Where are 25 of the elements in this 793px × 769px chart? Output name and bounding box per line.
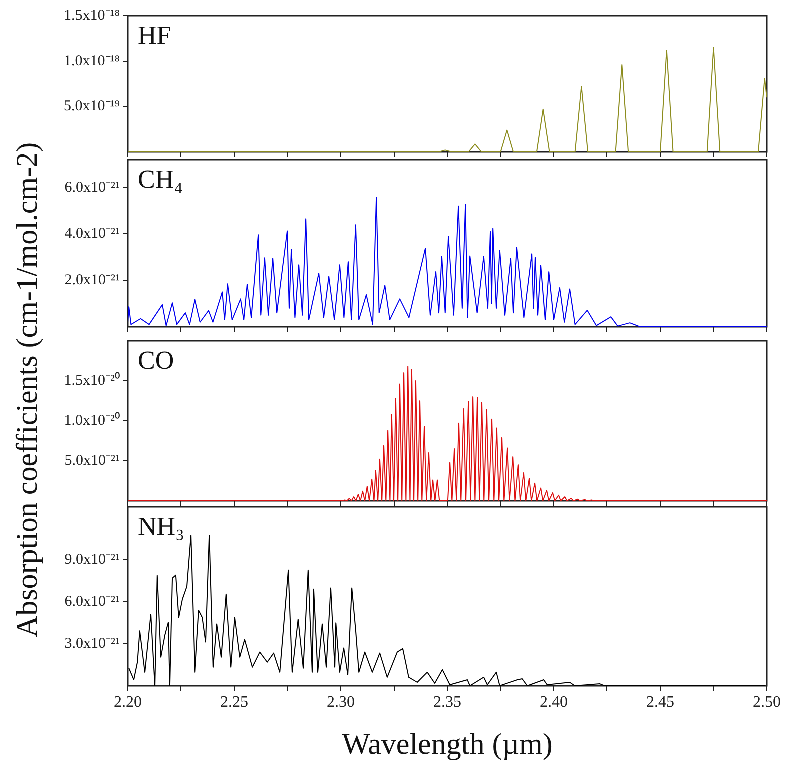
x-tick-label: 2.45 xyxy=(646,694,674,711)
chart-title: HF xyxy=(138,20,172,50)
y-tick-label: 6.0x10⁻²¹ xyxy=(64,594,120,610)
y-tick-label: 6.0x10⁻²¹ xyxy=(64,180,120,196)
y-tick-label: 2.0x10⁻²¹ xyxy=(64,272,120,289)
y-tick-label: 1.0x10⁻¹⁸ xyxy=(64,53,120,70)
y-tick-label: 9.0x10⁻²¹ xyxy=(64,552,120,568)
y-tick-label: 4.0x10⁻²¹ xyxy=(64,226,120,242)
y-tick-label: 3.0x10⁻²¹ xyxy=(64,636,120,652)
x-axis-title: Wavelength (µm) xyxy=(342,728,553,762)
chart-title: NH₃ xyxy=(138,512,185,541)
x-tick-label: 2.50 xyxy=(753,694,781,711)
y-tick-label: 1.5x10⁻¹⁸ xyxy=(64,8,120,24)
y-tick-label: 1.0x10⁻²⁰ xyxy=(64,412,120,429)
chart-title: CH₄ xyxy=(138,164,184,194)
y-tick-label: 5.0x10⁻²¹ xyxy=(64,452,120,469)
y-axis-title: Absorption coefficients (cm-1/mol.cm-2) xyxy=(11,142,45,638)
chart-title: CO xyxy=(138,346,174,375)
x-tick-label: 2.35 xyxy=(434,694,462,711)
x-tick-label: 2.40 xyxy=(540,694,568,711)
x-tick-label: 2.20 xyxy=(114,694,142,711)
y-tick-label: 5.0x10⁻¹⁹ xyxy=(64,98,120,115)
x-tick-label: 2.25 xyxy=(220,694,248,711)
x-tick-label: 2.30 xyxy=(327,694,355,711)
y-tick-label: 1.5x10⁻²⁰ xyxy=(64,372,120,389)
